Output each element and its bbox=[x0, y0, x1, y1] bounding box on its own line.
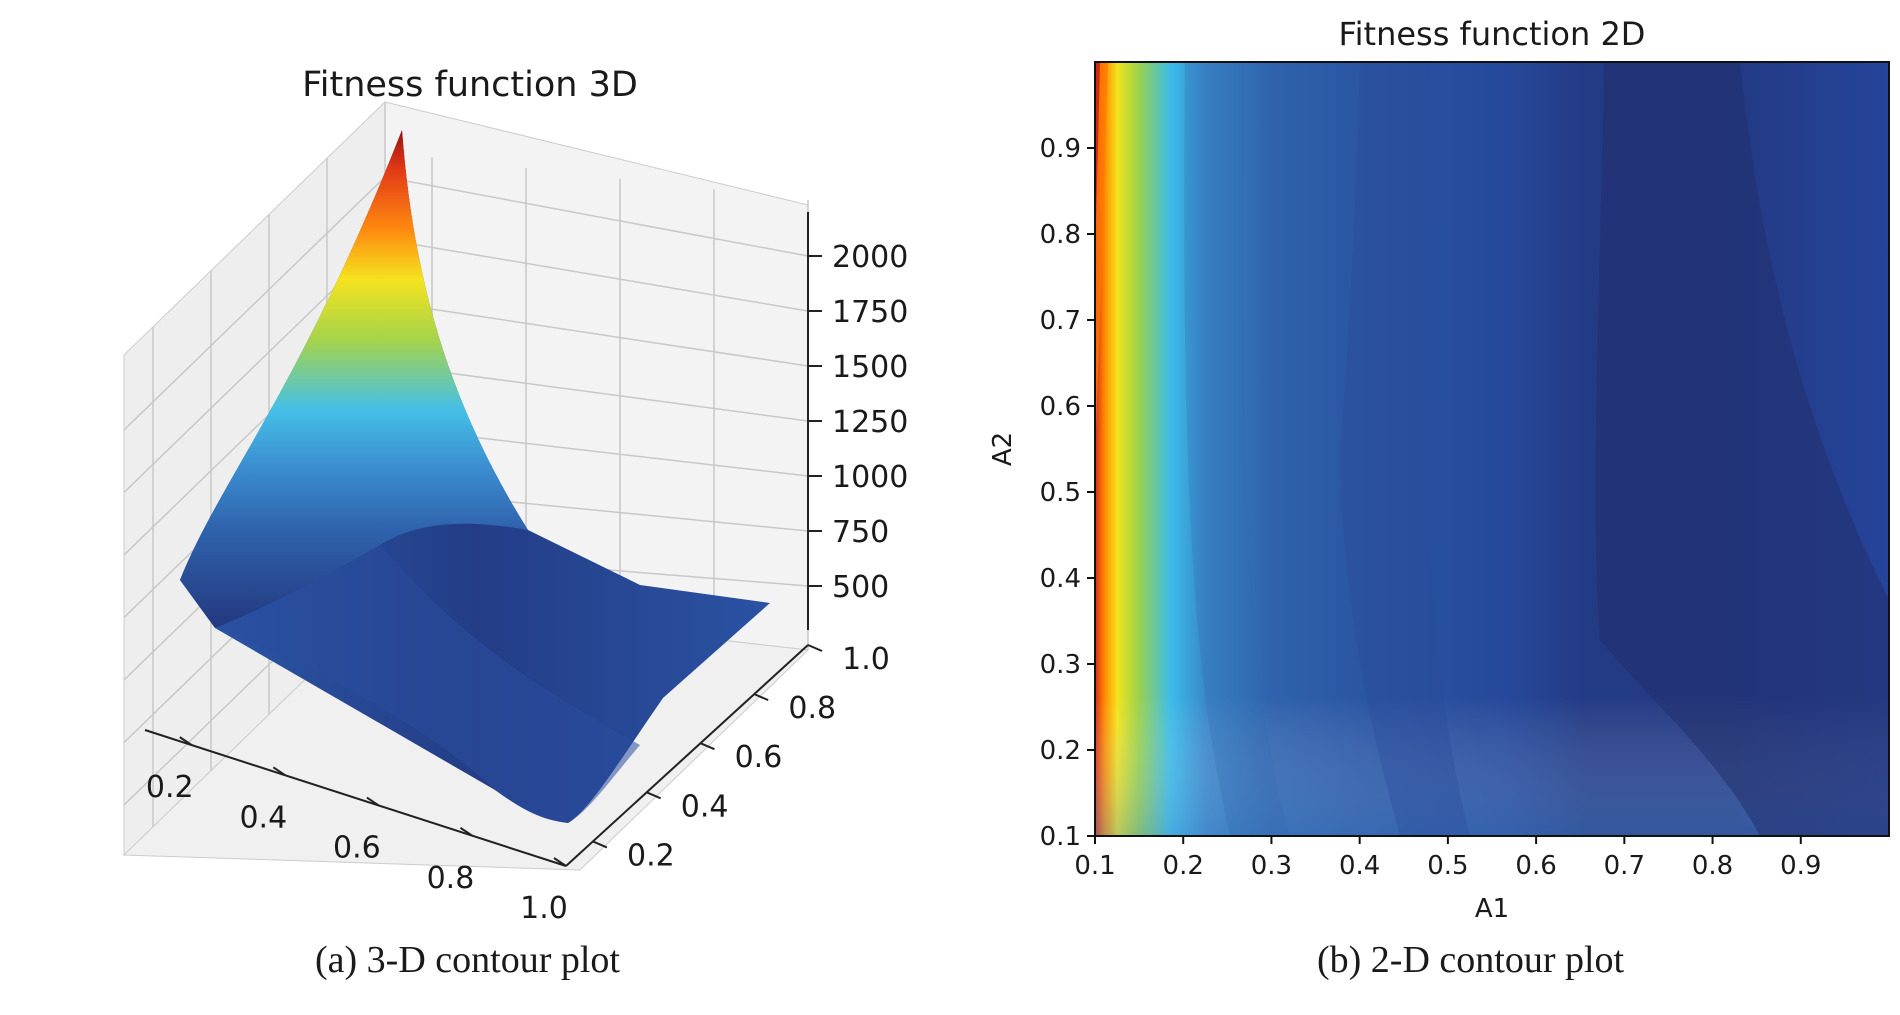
surface-valley bbox=[215, 545, 640, 823]
y-axis-line-3d bbox=[565, 644, 809, 867]
z-tick-label-3d: 750 bbox=[832, 515, 889, 550]
y-tick-label-2d: 0.8 bbox=[1040, 220, 1081, 250]
y-tick-label-2d: 0.4 bbox=[1040, 564, 1081, 594]
y-tick-label-3d: 0.4 bbox=[681, 789, 729, 824]
y-tick-label-3d: 0.6 bbox=[735, 740, 783, 775]
y-tick-label-2d: 0.3 bbox=[1040, 650, 1081, 680]
x-tick-label-2d: 0.3 bbox=[1251, 851, 1292, 881]
x-tick-label-2d: 0.6 bbox=[1515, 851, 1556, 881]
x-tick-label-2d: 0.1 bbox=[1074, 851, 1115, 881]
x-tick-label-2d: 0.8 bbox=[1692, 851, 1733, 881]
x-tick-label-3d: 0.8 bbox=[427, 861, 475, 896]
caption-a: (a) 3-D contour plot bbox=[315, 939, 620, 981]
x-axis-line-3d bbox=[144, 729, 567, 867]
x-tick-label-3d: 1.0 bbox=[520, 891, 568, 926]
z-tick-label-3d: 1750 bbox=[832, 295, 908, 330]
chart-title-3d: Fitness function 3D bbox=[302, 65, 638, 105]
y-tick-label-2d: 0.5 bbox=[1040, 478, 1081, 508]
x-tick-3d bbox=[459, 826, 473, 837]
y-tick-3d bbox=[807, 644, 823, 652]
contour-peak-band bbox=[1095, 62, 1100, 260]
x-tick-label-2d: 0.5 bbox=[1427, 851, 1468, 881]
x-tick-3d bbox=[553, 857, 567, 867]
plot-area-2d bbox=[1094, 61, 1890, 837]
contour-mid-band bbox=[1340, 62, 1470, 836]
ticks-2d: 0.1 0.2 0.3 0.4 0.5 0.6 0.7 0.8 0.9 0.1 0.2 0.3 0.4 0… bbox=[1040, 134, 1822, 881]
y-tick-label-2d: 0.9 bbox=[1040, 134, 1081, 164]
x-tick-label-2d: 0.9 bbox=[1780, 851, 1821, 881]
y-tick-label-2d: 0.1 bbox=[1040, 822, 1081, 852]
z-tick-label-3d: 1250 bbox=[832, 405, 908, 440]
x-axis-label-2d: A1 bbox=[1475, 894, 1509, 924]
x-tick-label-3d: 0.2 bbox=[146, 770, 194, 805]
y-tick-3d bbox=[592, 840, 608, 849]
surface-high-region bbox=[180, 130, 528, 628]
y-tick-3d bbox=[646, 791, 662, 800]
surface-3d-chart: Fitness function 3D 0.20.40.60.81.00.20.… bbox=[122, 65, 908, 926]
x-tick-3d bbox=[366, 796, 380, 807]
x-tick-3d bbox=[179, 736, 193, 746]
y-tick-label-3d: 0.2 bbox=[627, 838, 675, 873]
y-tick-label-2d: 0.7 bbox=[1040, 306, 1081, 336]
z-tick-label-3d: 500 bbox=[832, 570, 889, 605]
contour-hot-band bbox=[1095, 62, 1108, 430]
chart-title-2d: Fitness function 2D bbox=[1339, 15, 1646, 53]
ticks-3d: 0.20.40.60.81.00.20.40.60.81.05007501000… bbox=[146, 240, 908, 926]
contour-2d-chart: Fitness function 2D 0.1 0.2 0.3 0.4 0.5 0.6 0.… bbox=[988, 15, 1890, 924]
contour-blue-band bbox=[1184, 62, 1290, 836]
x-tick-label-2d: 0.2 bbox=[1163, 851, 1204, 881]
caption-b: (b) 2-D contour plot bbox=[1317, 939, 1625, 981]
y-tick-label-2d: 0.6 bbox=[1040, 392, 1081, 422]
y-tick-label-2d: 0.2 bbox=[1040, 736, 1081, 766]
x-tick-label-3d: 0.6 bbox=[333, 831, 381, 866]
z-tick-label-3d: 1500 bbox=[832, 350, 908, 385]
contour-min-band bbox=[1595, 62, 1889, 836]
y-axis-label-2d: A2 bbox=[988, 432, 1018, 466]
x-tick-3d bbox=[272, 766, 286, 777]
x-tick-label-3d: 0.4 bbox=[239, 800, 287, 835]
y-tick-3d bbox=[753, 693, 769, 702]
y-tick-3d bbox=[700, 742, 715, 751]
z-tick-label-3d: 1000 bbox=[832, 460, 908, 495]
y-tick-label-3d: 0.8 bbox=[788, 691, 836, 726]
x-tick-label-2d: 0.4 bbox=[1339, 851, 1380, 881]
x-tick-label-2d: 0.7 bbox=[1604, 851, 1645, 881]
y-tick-label-3d: 1.0 bbox=[842, 642, 890, 677]
z-tick-label-3d: 2000 bbox=[832, 240, 908, 275]
contour-fill bbox=[1095, 62, 1889, 836]
